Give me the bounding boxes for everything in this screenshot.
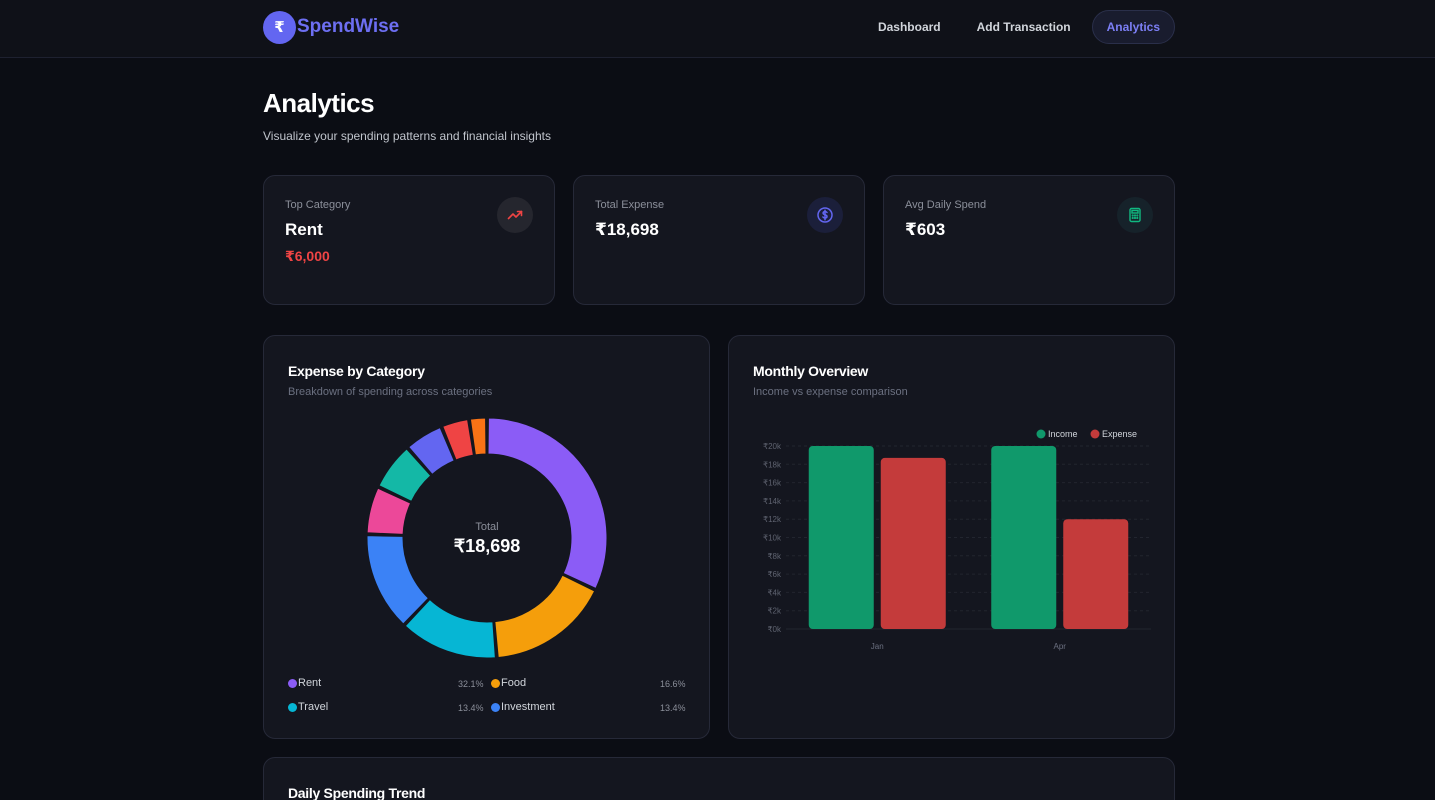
donut-center-value: ₹18,698 xyxy=(454,536,521,556)
donut-slice-investment[interactable] xyxy=(366,535,430,625)
panel-title: Daily Spending Trend xyxy=(288,785,426,800)
legend-swatch xyxy=(288,678,297,688)
panel-subtitle: Income vs expense comparison xyxy=(753,386,908,398)
category-donut-chart: Total ₹18,698 xyxy=(366,417,608,659)
legend-item-travel[interactable]: Travel xyxy=(288,701,328,713)
bar-income-apr[interactable] xyxy=(991,446,1057,629)
x-tick-label: Jan xyxy=(871,642,884,651)
y-tick-label: ₹14k xyxy=(763,497,782,506)
y-tick-label: ₹4k xyxy=(767,588,782,597)
stat-card-top-category: Top Category Rent ₹6,000 xyxy=(263,175,555,305)
brand-name: SpendWise xyxy=(297,16,400,37)
legend-label: Travel xyxy=(298,701,329,713)
legend-percent: 16.6% xyxy=(660,679,686,689)
y-tick-label: ₹0k xyxy=(767,625,782,634)
daily-spending-trend-panel: Daily Spending Trend xyxy=(263,757,1175,800)
dollar-circle-icon xyxy=(807,197,843,233)
main-nav: Dashboard Add Transaction Analytics xyxy=(863,10,1175,44)
donut-slice[interactable] xyxy=(408,426,455,476)
stat-label: Avg Daily Spend xyxy=(905,199,987,211)
panel-subtitle: Breakdown of spending across categories xyxy=(288,386,493,398)
donut-slice[interactable] xyxy=(366,487,412,535)
panel-title: Monthly Overview xyxy=(753,363,869,379)
donut-slice[interactable] xyxy=(378,448,432,502)
nav-dashboard[interactable]: Dashboard xyxy=(877,20,941,34)
y-tick-label: ₹10k xyxy=(763,534,782,543)
legend-percent: 13.4% xyxy=(458,703,484,713)
legend-label: Food xyxy=(501,677,527,689)
y-tick-label: ₹18k xyxy=(763,460,782,469)
brand[interactable]: ₹ SpendWise xyxy=(263,10,399,44)
stat-value: ₹18,698 xyxy=(595,220,659,239)
donut-slice-food[interactable] xyxy=(494,574,596,659)
monthly-overview-panel: Monthly Overview Income vs expense compa… xyxy=(728,335,1175,739)
page-title: Analytics xyxy=(263,88,375,118)
page-subtitle: Visualize your spending patterns and fin… xyxy=(263,129,551,143)
panel-title: Expense by Category xyxy=(288,363,425,379)
stat-label: Top Category xyxy=(285,199,351,211)
donut-slice[interactable] xyxy=(469,417,487,456)
x-tick-label: Apr xyxy=(1054,642,1067,651)
y-tick-label: ₹16k xyxy=(763,479,782,488)
bar-income-jan[interactable] xyxy=(808,446,874,629)
stat-card-total-expense: Total Expense ₹18,698 xyxy=(573,175,865,305)
donut-slice-rent[interactable] xyxy=(487,417,608,590)
stat-label: Total Expense xyxy=(595,199,665,211)
stat-sub-value: ₹6,000 xyxy=(285,248,330,264)
legend-swatch xyxy=(1036,429,1046,439)
trending-up-icon xyxy=(497,197,533,233)
bar-expense-jan[interactable] xyxy=(880,457,946,629)
legend-item-rent[interactable]: Rent xyxy=(288,677,321,689)
legend-label: Investment xyxy=(501,701,555,713)
legend-swatch xyxy=(491,702,500,712)
legend-swatch xyxy=(1090,429,1100,439)
y-tick-label: ₹8k xyxy=(767,552,782,561)
expense-by-category-panel: Expense by Category Breakdown of spendin… xyxy=(263,335,710,739)
legend-label: Rent xyxy=(298,677,322,689)
calculator-icon xyxy=(1117,197,1153,233)
y-tick-label: ₹2k xyxy=(767,607,782,616)
bar-expense-apr[interactable] xyxy=(1063,519,1129,629)
stat-value: ₹603 xyxy=(905,220,946,239)
top-navbar: ₹ SpendWise Dashboard Add Transaction An… xyxy=(0,0,1435,58)
donut-center-label: Total xyxy=(475,521,498,533)
legend-swatch xyxy=(288,702,297,712)
rupee-logo-icon: ₹ xyxy=(263,10,296,44)
legend-percent: 32.1% xyxy=(458,679,484,689)
donut-slice-travel[interactable] xyxy=(404,598,496,659)
legend-item-investment[interactable]: Investment xyxy=(491,701,555,713)
monthly-bar-chart: ₹0k₹2k₹4k₹6k₹8k₹10k₹12k₹14k₹16k₹18k₹20k … xyxy=(763,429,1151,651)
nav-add-transaction[interactable]: Add Transaction xyxy=(976,20,1071,34)
stat-card-avg-daily-spend: Avg Daily Spend ₹603 xyxy=(883,175,1175,305)
stat-value: Rent xyxy=(285,220,323,239)
y-tick-label: ₹6k xyxy=(767,570,782,579)
nav-analytics[interactable]: Analytics xyxy=(1091,10,1175,44)
legend-swatch xyxy=(491,678,500,688)
donut-slice[interactable] xyxy=(442,419,474,461)
y-tick-label: ₹20k xyxy=(763,442,782,451)
y-tick-label: ₹12k xyxy=(763,515,782,524)
legend-item-food[interactable]: Food xyxy=(491,677,526,689)
legend-label-expense[interactable]: Expense xyxy=(1102,429,1137,439)
legend-label-income[interactable]: Income xyxy=(1048,429,1078,439)
legend-percent: 13.4% xyxy=(660,703,686,713)
